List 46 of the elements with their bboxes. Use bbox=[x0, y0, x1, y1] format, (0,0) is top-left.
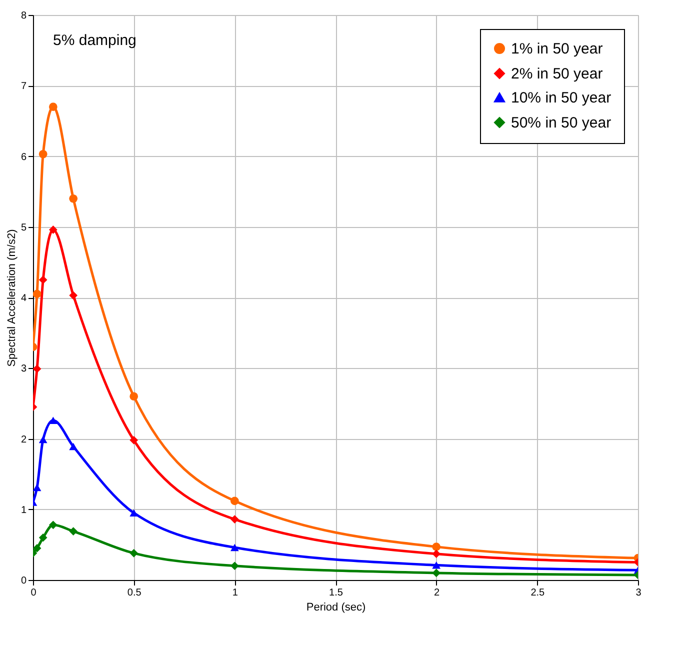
y-tick-label: 3 bbox=[20, 364, 27, 375]
point bbox=[69, 194, 78, 203]
point bbox=[432, 550, 441, 558]
point bbox=[33, 290, 42, 298]
x-tick-label: 1 bbox=[232, 588, 238, 598]
y-tick-label: 1 bbox=[20, 504, 27, 516]
point bbox=[38, 436, 48, 444]
x-tick-label: 2.5 bbox=[530, 588, 546, 598]
y-tick-label: 4 bbox=[20, 293, 27, 304]
x-tick-label: 0 bbox=[30, 588, 37, 598]
point bbox=[230, 562, 239, 570]
point bbox=[48, 520, 58, 530]
x-tick-label: 0.5 bbox=[127, 588, 142, 598]
point bbox=[33, 484, 42, 492]
x-tick-label: 3 bbox=[636, 588, 642, 598]
legend-label: 10% in 50 year bbox=[511, 90, 612, 106]
legend-label: 2% in 50 year bbox=[511, 66, 603, 82]
point bbox=[230, 515, 239, 524]
y-tick-label: 0 bbox=[20, 576, 27, 586]
point bbox=[230, 496, 239, 506]
y-tick-label: 8 bbox=[20, 10, 27, 22]
x-tick-label: 1.5 bbox=[329, 588, 344, 598]
point bbox=[130, 392, 138, 401]
y-tick-label: 7 bbox=[20, 81, 27, 92]
point bbox=[38, 533, 48, 542]
x-tick-label: 2 bbox=[434, 588, 440, 598]
point bbox=[69, 442, 78, 450]
y-tick-label: 6 bbox=[20, 152, 27, 163]
point bbox=[69, 291, 78, 300]
point bbox=[48, 226, 58, 234]
legend-label: 50% in 50 year bbox=[511, 114, 612, 132]
point bbox=[48, 102, 58, 111]
point bbox=[69, 527, 78, 536]
point bbox=[432, 542, 441, 551]
point bbox=[130, 436, 138, 444]
point bbox=[230, 544, 239, 552]
point bbox=[33, 544, 42, 552]
point bbox=[38, 150, 48, 158]
point bbox=[432, 562, 441, 569]
y-axis-title: Spectral Acceleration (m/s2) bbox=[6, 229, 18, 367]
point bbox=[130, 548, 138, 558]
annotation: 5% damping bbox=[53, 32, 136, 49]
legend-label: 1% in 50 year bbox=[511, 40, 603, 58]
y-tick-label: 2 bbox=[20, 434, 27, 446]
x-axis-title: Period (sec) bbox=[306, 602, 366, 614]
y-tick-label: 5 bbox=[20, 222, 27, 234]
